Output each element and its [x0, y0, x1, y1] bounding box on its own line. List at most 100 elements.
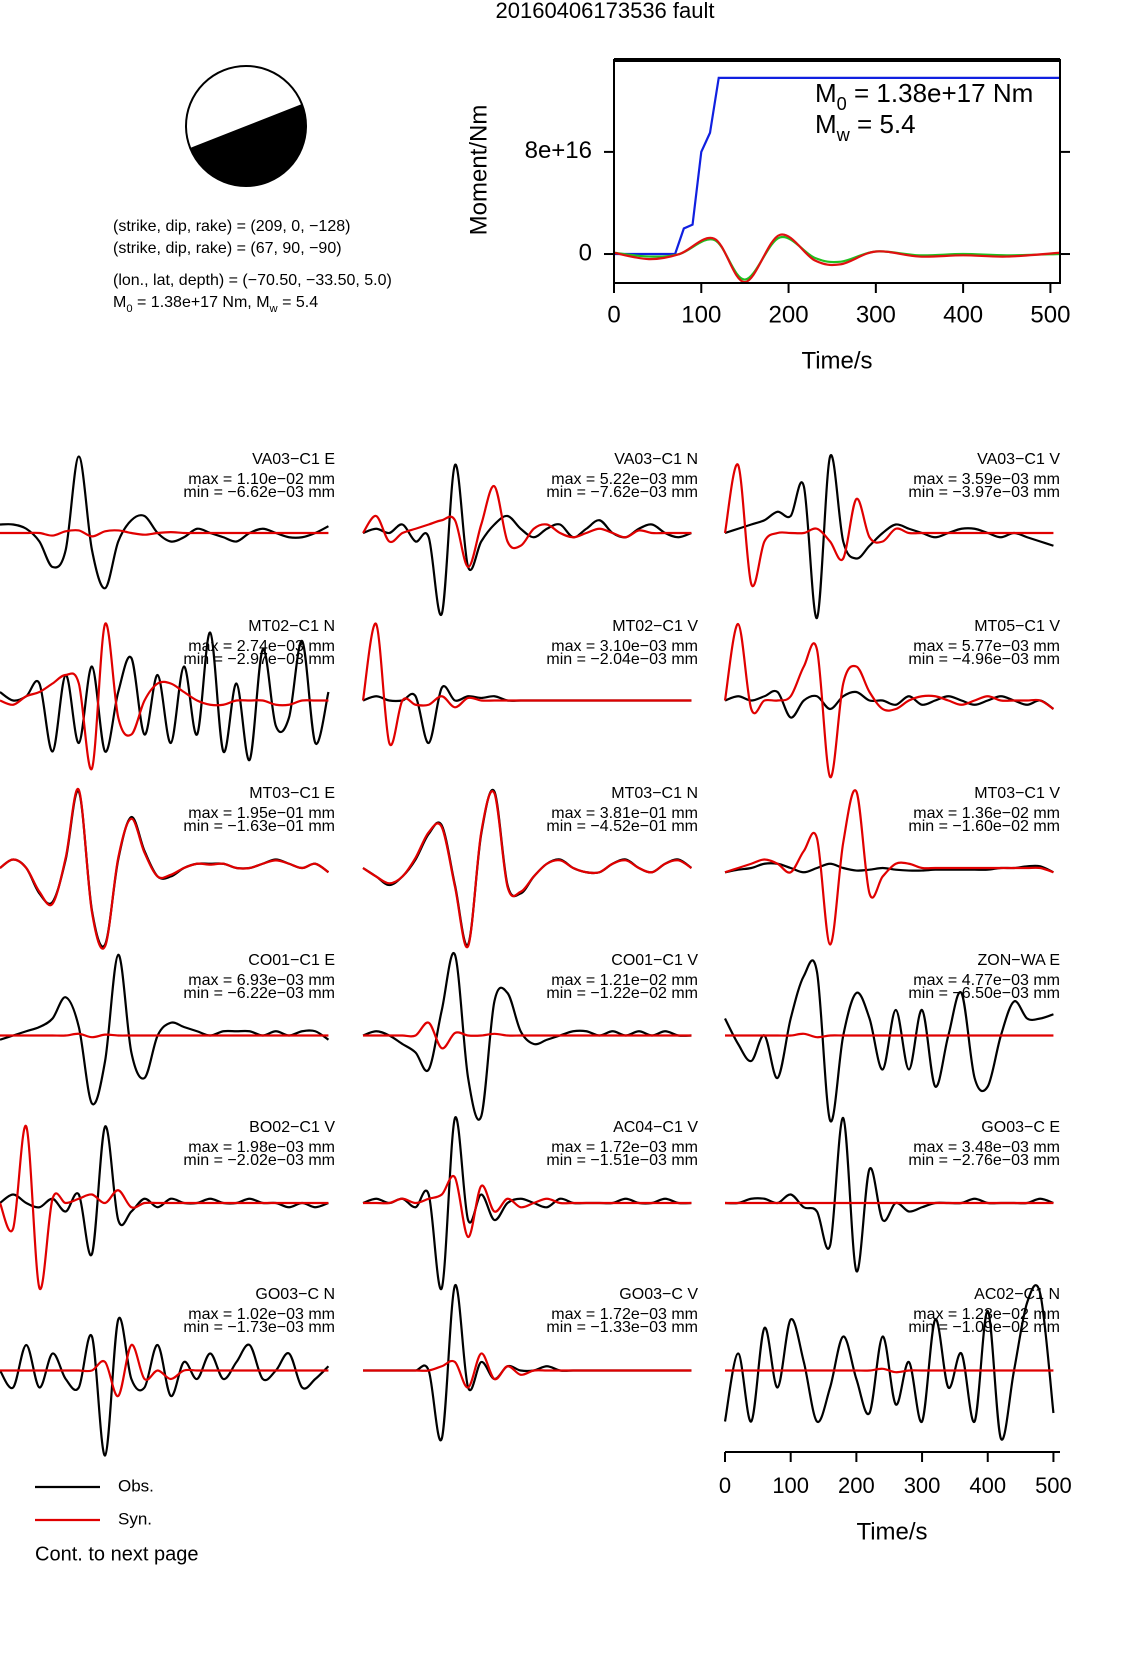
min-label: min = −2.04e−03 mm: [546, 651, 698, 668]
min-label: min = −2.97e−03 mm: [183, 651, 335, 668]
station-label: CO01−C1 E: [248, 952, 335, 969]
synthetic-trace: [362, 1352, 692, 1389]
max-label: max = 2.74e−03 mm: [188, 638, 335, 655]
max-label: max = 1.95e−01 mm: [188, 805, 335, 822]
observed-trace: [0, 953, 330, 1106]
max-label: max = 1.36e−02 mm: [913, 805, 1060, 822]
x-tick-label: 200: [838, 1473, 875, 1498]
station-label: GO03−C V: [619, 1286, 698, 1303]
synthetic-trace: [725, 1032, 1054, 1039]
max-label: max = 1.72e−03 mm: [551, 1306, 698, 1323]
focal-text: (strike, dip, rake) = (67, 90, −90): [113, 240, 342, 257]
synthetic-trace: [0, 622, 329, 771]
station-label: VA03−C1 N: [614, 451, 698, 468]
text-part: = 5.4: [278, 294, 319, 311]
x-tick-label: 500: [1030, 301, 1070, 328]
moment-annotation: M0 = 1.38e+17 Nm: [815, 78, 1033, 114]
observed-trace: [724, 689, 1055, 719]
min-label: min = −6.50e−03 mm: [908, 985, 1060, 1002]
min-label: min = −4.96e−03 mm: [908, 651, 1060, 668]
x-tick-label: 100: [681, 301, 721, 328]
min-label: min = −3.97e−03 mm: [908, 484, 1060, 501]
min-label: min = −1.73e−03 mm: [183, 1319, 335, 1336]
synthetic-trace: [362, 485, 692, 569]
observed-trace: [0, 631, 330, 762]
x-tick-label: 0: [607, 301, 620, 328]
station-label: VA03−C1 V: [977, 451, 1060, 468]
observed-trace: [362, 685, 692, 745]
y-tick-label: 0: [579, 239, 592, 266]
x-tick-label: 0: [719, 1473, 731, 1498]
synthetic-trace: [724, 789, 1054, 946]
min-label: min = −1.51e−03 mm: [546, 1152, 698, 1169]
max-label: max = 5.22e−03 mm: [551, 471, 698, 488]
station-label: ZON−WA E: [977, 952, 1060, 969]
max-label: max = 3.10e−03 mm: [551, 638, 698, 655]
max-label: max = 3.59e−03 mm: [913, 471, 1060, 488]
min-label: min = −1.63e−01 mm: [183, 818, 335, 835]
x-tick-label: 300: [904, 1473, 941, 1498]
beachball-compression: [190, 104, 307, 187]
station-label: MT03−C1 V: [974, 785, 1060, 802]
observed-trace: [723, 1284, 1055, 1441]
x-axis-label: Time/s: [856, 1518, 927, 1545]
station-label: AC04−C1 V: [613, 1119, 698, 1136]
synthetic-trace: [361, 622, 692, 747]
synthetic-trace: [0, 1125, 329, 1291]
moment-curve: [613, 236, 1061, 281]
max-label: max = 1.10e−02 mm: [188, 471, 335, 488]
x-tick-label: 200: [769, 301, 809, 328]
x-axis-label: Time/s: [801, 347, 872, 374]
station-label: MT02−C1 V: [612, 618, 698, 635]
station-label: MT03−C1 E: [249, 785, 335, 802]
text-part: M: [113, 294, 126, 311]
synthetic-trace: [363, 1021, 692, 1050]
text-part: = 5.4: [850, 109, 916, 139]
max-label: max = 3.48e−03 mm: [913, 1139, 1060, 1156]
moment-curve: [613, 233, 1061, 284]
x-tick-label: 500: [1035, 1473, 1072, 1498]
max-label: max = 5.77e−03 mm: [913, 638, 1060, 655]
max-label: max = 1.23e−02 mm: [913, 1306, 1060, 1323]
max-label: max = 1.21e−02 mm: [551, 972, 698, 989]
min-label: min = −6.62e−03 mm: [183, 484, 335, 501]
y-tick-label: 8e+16: [525, 137, 592, 164]
min-label: min = −7.62e−03 mm: [546, 484, 698, 501]
x-tick-label: 100: [772, 1473, 809, 1498]
synthetic-trace: [724, 1367, 1054, 1374]
focal-moment: M0 = 1.38e+17 Nm, Mw = 5.4: [113, 294, 318, 315]
synthetic-trace: [0, 787, 330, 950]
station-label: MT05−C1 V: [974, 618, 1060, 635]
synthetic-trace: [0, 1032, 329, 1039]
synthetic-trace: [0, 529, 329, 538]
text-part: = 1.38e+17 Nm, M: [133, 294, 270, 311]
min-label: min = −1.33e−03 mm: [546, 1319, 698, 1336]
y-axis-label: Moment/Nm: [465, 105, 492, 236]
observed-trace: [362, 951, 692, 1121]
observed-trace: [724, 959, 1054, 1123]
synthetic-trace: [723, 463, 1054, 588]
max-label: max = 3.81e−01 mm: [551, 805, 698, 822]
station-label: GO03−C N: [255, 1286, 335, 1303]
text-part: M: [815, 78, 837, 108]
min-label: min = −2.02e−03 mm: [183, 1152, 335, 1169]
page-note: Cont. to next page: [35, 1543, 198, 1565]
moment-annotation: Mw = 5.4: [815, 109, 916, 145]
figure-title: 20160406173536 fault: [496, 0, 715, 23]
subscript: 0: [126, 303, 132, 315]
station-label: AC02−C1 N: [974, 1286, 1060, 1303]
subscript: 0: [837, 94, 847, 114]
station-label: CO01−C1 V: [611, 952, 698, 969]
text-part: = 1.38e+17 Nm: [847, 78, 1033, 108]
min-label: min = −1.09e−02 mm: [908, 1319, 1060, 1336]
min-label: min = −1.60e−02 mm: [908, 818, 1060, 835]
subscript: w: [269, 303, 279, 315]
subscript: w: [836, 125, 851, 145]
min-label: min = −4.52e−01 mm: [546, 818, 698, 835]
synthetic-trace: [362, 790, 693, 949]
min-label: min = −1.22e−02 mm: [546, 985, 698, 1002]
observed-trace: [0, 1316, 330, 1457]
x-tick-label: 400: [943, 301, 983, 328]
